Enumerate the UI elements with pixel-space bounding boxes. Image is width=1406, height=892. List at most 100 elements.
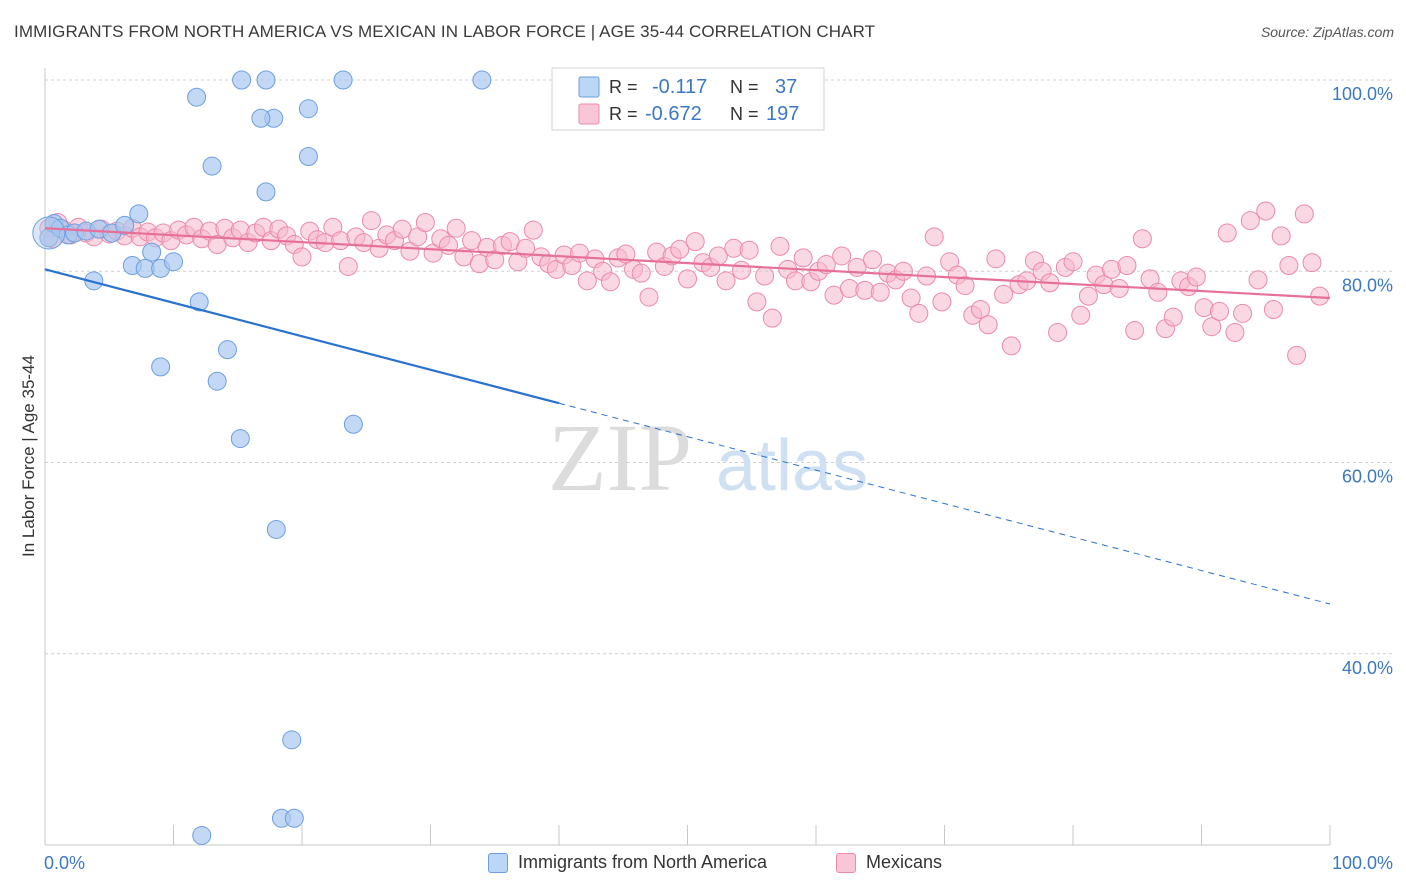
mexicans-point (639, 287, 659, 307)
immigrants-point (187, 87, 207, 107)
immigrants-point (164, 252, 183, 272)
immigrants-trend-line (44, 268, 560, 405)
mexicans-point (1132, 229, 1152, 249)
mexicans-point (361, 211, 381, 231)
mexicans-point (832, 246, 852, 266)
mexicans-point (978, 315, 998, 335)
watermark-zip: ZIP (548, 404, 692, 511)
immigrants-point (217, 340, 237, 360)
mexicans-point (415, 212, 435, 232)
immigrants-point (333, 70, 353, 90)
mexicans-point (1233, 303, 1253, 323)
x-tick-label-max: 100.0% (1332, 853, 1393, 873)
mexicans-point (1048, 322, 1068, 342)
mexicans-point (970, 300, 990, 319)
mexicans-point (685, 232, 705, 252)
y-tick-label: 80.0% (1342, 275, 1393, 295)
stats-r-label-blue: R = (609, 77, 638, 97)
legend-swatch-pink (836, 852, 856, 873)
y-tick-label: 100.0% (1332, 84, 1393, 104)
watermark: ZIP atlas (548, 404, 868, 511)
mexicans-point (955, 276, 975, 296)
immigrants-cluster (32, 216, 66, 250)
mexicans-point (678, 269, 697, 289)
mexicans-point (1186, 267, 1206, 287)
mexicans-point (731, 260, 751, 280)
immigrants-point (151, 357, 171, 377)
immigrants-point (284, 808, 304, 828)
immigrants-point (189, 292, 209, 312)
immigrants-point (232, 70, 252, 90)
mexicans-point (1117, 256, 1137, 276)
y-axis-title: In Labor Force | Age 35-44 (19, 355, 38, 557)
mexicans-points (39, 201, 1330, 365)
immigrants-point (142, 242, 162, 262)
mexicans-point (770, 236, 790, 256)
immigrants-point (207, 371, 227, 391)
immigrants-point (202, 156, 222, 176)
immigrants-point (298, 147, 318, 166)
mexicans-point (932, 292, 952, 312)
mexicans-point (1001, 336, 1021, 356)
axis-labels: 40.0% 60.0% 80.0% 100.0% 0.0% 100.0% (44, 84, 1393, 873)
stats-r-value-pink: -0.672 (645, 103, 702, 125)
mexicans-point (986, 249, 1006, 269)
mexicans-point (1202, 317, 1222, 337)
stats-swatch-pink (578, 103, 600, 125)
immigrants-point (256, 182, 276, 202)
mexicans-point (670, 239, 690, 259)
immigrants-point (298, 99, 318, 119)
legend-label-mexicans: Mexicans (866, 852, 943, 872)
stats-n-label-pink: N = (730, 104, 759, 124)
mexicans-point (446, 218, 466, 238)
stats-legend: R = -0.117 N = 37 R = -0.672 N = 197 (551, 67, 825, 131)
immigrants-trend-extension (558, 402, 1331, 605)
immigrants-points (32, 70, 492, 845)
mexicans-point (739, 240, 759, 260)
immigrants-point (282, 730, 302, 750)
immigrants-point (129, 204, 149, 224)
mexicans-point (600, 272, 620, 292)
mexicans-point (523, 220, 543, 240)
mexicans-point (755, 266, 775, 286)
stats-r-value-blue: -0.117 (652, 76, 707, 98)
source-attribution: Source: ZipAtlas.com (1260, 24, 1394, 40)
mexicans-point (338, 256, 358, 276)
mexicans-point (1148, 282, 1168, 302)
mexicans-point (1063, 252, 1083, 272)
mexicans-point (516, 238, 536, 258)
mexicans-point (863, 250, 883, 270)
stats-n-label-blue: N = (730, 77, 759, 97)
mexicans-point (1240, 211, 1260, 231)
legend-item-immigrants: Immigrants from North America (488, 852, 767, 873)
mexicans-point (1279, 256, 1299, 276)
immigrants-point (115, 215, 135, 235)
mexicans-point (631, 263, 651, 283)
mexicans-point (924, 227, 944, 247)
mexicans-point (577, 271, 597, 291)
legend-label-immigrants: Immigrants from North America (518, 852, 768, 872)
mexicans-point (292, 247, 312, 267)
mexicans-point (793, 248, 813, 268)
axis-layer (44, 68, 1331, 846)
mexicans-point (901, 288, 921, 308)
stats-swatch-blue (578, 76, 600, 98)
immigrants-point (192, 825, 212, 845)
mexicans-point (1263, 300, 1283, 319)
y-tick-label: 60.0% (1342, 467, 1393, 487)
mexicans-point (392, 219, 412, 239)
legend-swatch-blue (488, 852, 508, 873)
mexicans-point (747, 292, 767, 312)
mexicans-point (1209, 301, 1229, 321)
mexicans-point (1256, 201, 1276, 221)
mexicans-point (1225, 322, 1245, 342)
chart-title: IMMIGRANTS FROM NORTH AMERICA VS MEXICAN… (14, 22, 876, 41)
mexicans-point (994, 284, 1014, 304)
stats-r-label-pink: R = (609, 104, 638, 124)
mexicans-point (716, 271, 736, 291)
stats-n-value-pink: 197 (766, 103, 799, 125)
stats-n-value-blue: 37 (775, 76, 797, 98)
mexicans-point (1163, 307, 1183, 327)
y-tick-label: 40.0% (1342, 658, 1393, 678)
mexicans-point (762, 308, 782, 328)
